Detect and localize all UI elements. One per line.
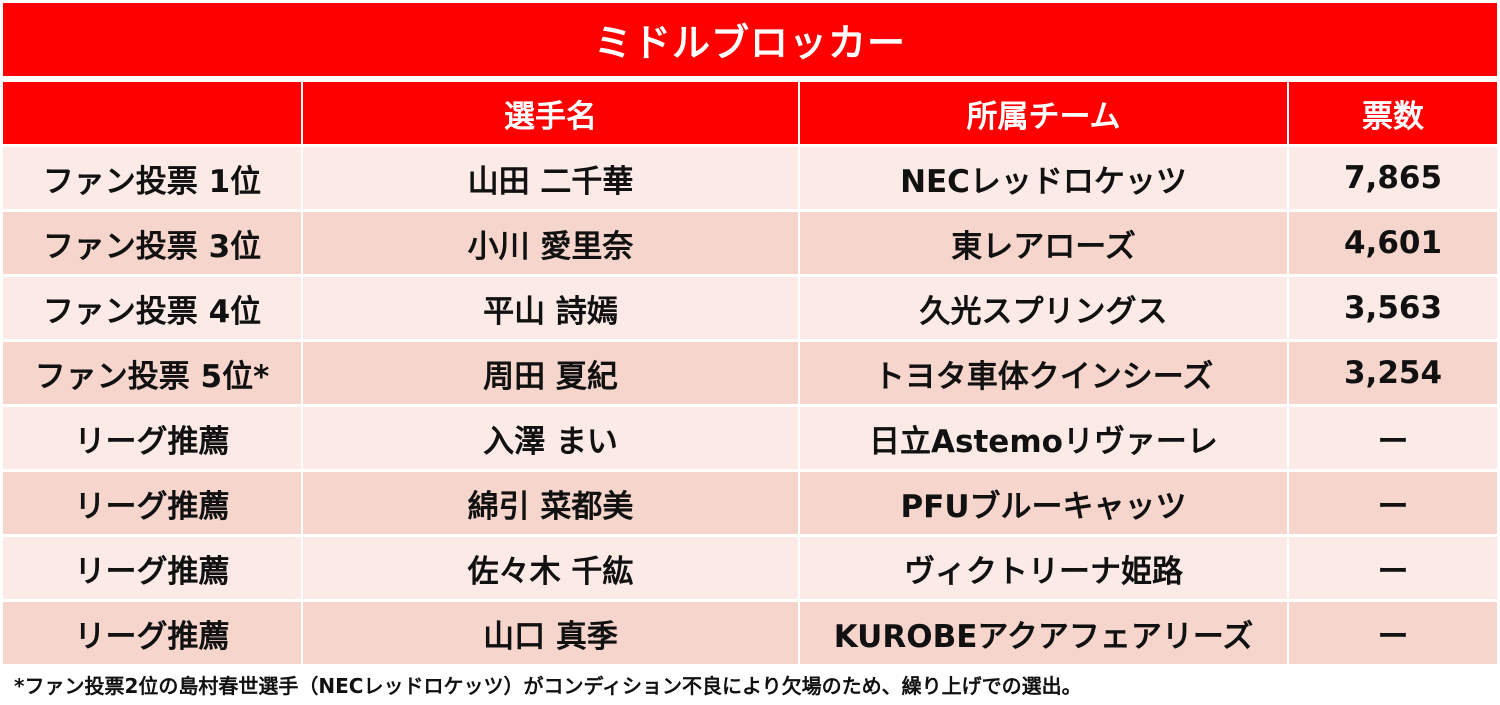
row-category: ファン投票 1位 <box>3 147 301 209</box>
row-category: リーグ推薦 <box>3 537 301 599</box>
row-player: 山口 真季 <box>303 602 798 664</box>
row-team: NECレッドロケッツ <box>800 147 1287 209</box>
row-category: ファン投票 4位 <box>3 277 301 339</box>
header-player-name: 選手名 <box>303 82 798 144</box>
row-category: リーグ推薦 <box>3 602 301 664</box>
row-player: 平山 詩嫣 <box>303 277 798 339</box>
row-player: 佐々木 千紘 <box>303 537 798 599</box>
page-title: ミドルブロッカー <box>3 3 1497 76</box>
row-player: 入澤 まい <box>303 407 798 469</box>
footnote: *ファン投票2位の島村春世選手（NECレッドロケッツ）がコンディション不良により… <box>14 674 1082 698</box>
row-votes: ー <box>1289 602 1497 664</box>
header-votes: 票数 <box>1289 82 1497 144</box>
roster-table: 選手名 所属チーム 票数 ファン投票 1位 山田 二千華 NECレッドロケッツ … <box>3 82 1497 664</box>
row-player: 小川 愛里奈 <box>303 212 798 274</box>
row-player: 綿引 菜都美 <box>303 472 798 534</box>
row-player: 周田 夏紀 <box>303 342 798 404</box>
row-team: トヨタ車体クインシーズ <box>800 342 1287 404</box>
row-votes: 7,865 <box>1289 147 1497 209</box>
row-team: 久光スプリングス <box>800 277 1287 339</box>
row-votes: ー <box>1289 537 1497 599</box>
row-category: リーグ推薦 <box>3 407 301 469</box>
row-votes: ー <box>1289 407 1497 469</box>
header-category <box>3 82 301 144</box>
row-team: ヴィクトリーナ姫路 <box>800 537 1287 599</box>
row-votes: 4,601 <box>1289 212 1497 274</box>
row-team: KUROBEアクアフェアリーズ <box>800 602 1287 664</box>
row-votes: ー <box>1289 472 1497 534</box>
row-team: 東レアローズ <box>800 212 1287 274</box>
row-category: ファン投票 5位* <box>3 342 301 404</box>
row-category: リーグ推薦 <box>3 472 301 534</box>
row-team: 日立Astemoリヴァーレ <box>800 407 1287 469</box>
header-team: 所属チーム <box>800 82 1287 144</box>
row-votes: 3,254 <box>1289 342 1497 404</box>
row-votes: 3,563 <box>1289 277 1497 339</box>
row-player: 山田 二千華 <box>303 147 798 209</box>
row-team: PFUブルーキャッツ <box>800 472 1287 534</box>
row-category: ファン投票 3位 <box>3 212 301 274</box>
